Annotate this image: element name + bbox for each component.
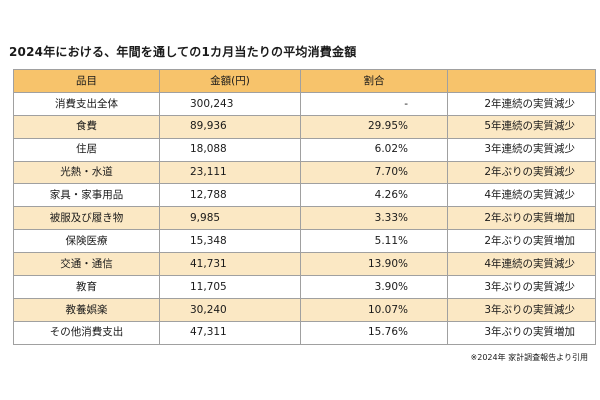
header-ratio: 割合 [300,69,448,93]
table-row: 消費支出全体 300,243 - 2年連続の実質減少 [13,91,596,116]
cell-amount: 15,348 [159,229,301,254]
table-row: 家具・家事用品 12,788 4.26% 4年連続の実質減少 [13,183,596,208]
cell-item: 交通・通信 [13,252,160,277]
cell-ratio: 15.76% [300,320,448,345]
cell-item: その他消費支出 [13,320,160,345]
cell-amount: 30,240 [159,297,301,322]
header-item: 品目 [13,69,160,93]
spending-table: 品目 金額(円) 割合 消費支出全体 300,243 - 2年連続の実質減少 食… [13,69,596,345]
cell-amount: 41,731 [159,252,301,277]
cell-note: 4年連続の実質減少 [447,183,596,208]
cell-note: 2年ぶりの実質増加 [447,206,596,231]
cell-ratio: 3.33% [300,206,448,231]
cell-amount: 23,111 [159,160,301,185]
page-title: 2024年における、年間を通しての1カ月当たりの平均消費金額 [9,45,357,59]
cell-ratio: 10.07% [300,297,448,322]
header-amount: 金額(円) [159,69,301,93]
cell-ratio: 3.90% [300,275,448,299]
cell-amount: 18,088 [159,137,301,162]
cell-note: 2年ぶりの実質減少 [447,160,596,185]
table-row: 被服及び履き物 9,985 3.33% 2年ぶりの実質増加 [13,206,596,231]
cell-item: 保険医療 [13,229,160,254]
cell-ratio: 5.11% [300,229,448,254]
table-row: 交通・通信 41,731 13.90% 4年連続の実質減少 [13,252,596,277]
cell-amount: 89,936 [159,114,301,139]
cell-amount: 9,985 [159,206,301,231]
cell-item: 家具・家事用品 [13,183,160,208]
cell-note: 3年ぶりの実質減少 [447,275,596,299]
cell-item: 食費 [13,114,160,139]
header-note [447,69,596,93]
cell-item: 被服及び履き物 [13,206,160,231]
cell-amount: 12,788 [159,183,301,208]
cell-note: 3年ぶりの実質増加 [447,320,596,345]
table-row: 保険医療 15,348 5.11% 2年ぶりの実質増加 [13,229,596,254]
cell-amount: 11,705 [159,275,301,299]
table-row: その他消費支出 47,311 15.76% 3年ぶりの実質増加 [13,320,596,345]
cell-item: 光熱・水道 [13,160,160,185]
table-row: 光熱・水道 23,111 7.70% 2年ぶりの実質減少 [13,160,596,185]
cell-amount: 47,311 [159,320,301,345]
table-row: 教育 11,705 3.90% 3年ぶりの実質減少 [13,275,596,299]
cell-note: 2年連続の実質減少 [447,91,596,116]
cell-item: 住居 [13,137,160,162]
cell-ratio: 6.02% [300,137,448,162]
cell-ratio: 13.90% [300,252,448,277]
cell-item: 教育 [13,275,160,299]
table-row: 教養娯楽 30,240 10.07% 3年ぶりの実質減少 [13,297,596,322]
cell-amount: 300,243 [159,91,301,116]
cell-note: 3年ぶりの実質減少 [447,297,596,322]
cell-note: 5年連続の実質減少 [447,114,596,139]
table-row: 食費 89,936 29.95% 5年連続の実質減少 [13,114,596,139]
cell-note: 4年連続の実質減少 [447,252,596,277]
source-note: ※2024年 家計調査報告より引用 [470,353,588,362]
cell-item: 教養娯楽 [13,297,160,322]
cell-note: 3年連続の実質減少 [447,137,596,162]
cell-ratio: 7.70% [300,160,448,185]
table-body: 消費支出全体 300,243 - 2年連続の実質減少 食費 89,936 29.… [13,91,596,345]
header-row: 品目 金額(円) 割合 [13,69,596,93]
table-row: 住居 18,088 6.02% 3年連続の実質減少 [13,137,596,162]
cell-ratio: - [300,91,448,116]
table-header: 品目 金額(円) 割合 [13,69,596,93]
cell-ratio: 4.26% [300,183,448,208]
cell-ratio: 29.95% [300,114,448,139]
cell-item: 消費支出全体 [13,91,160,116]
cell-note: 2年ぶりの実質増加 [447,229,596,254]
